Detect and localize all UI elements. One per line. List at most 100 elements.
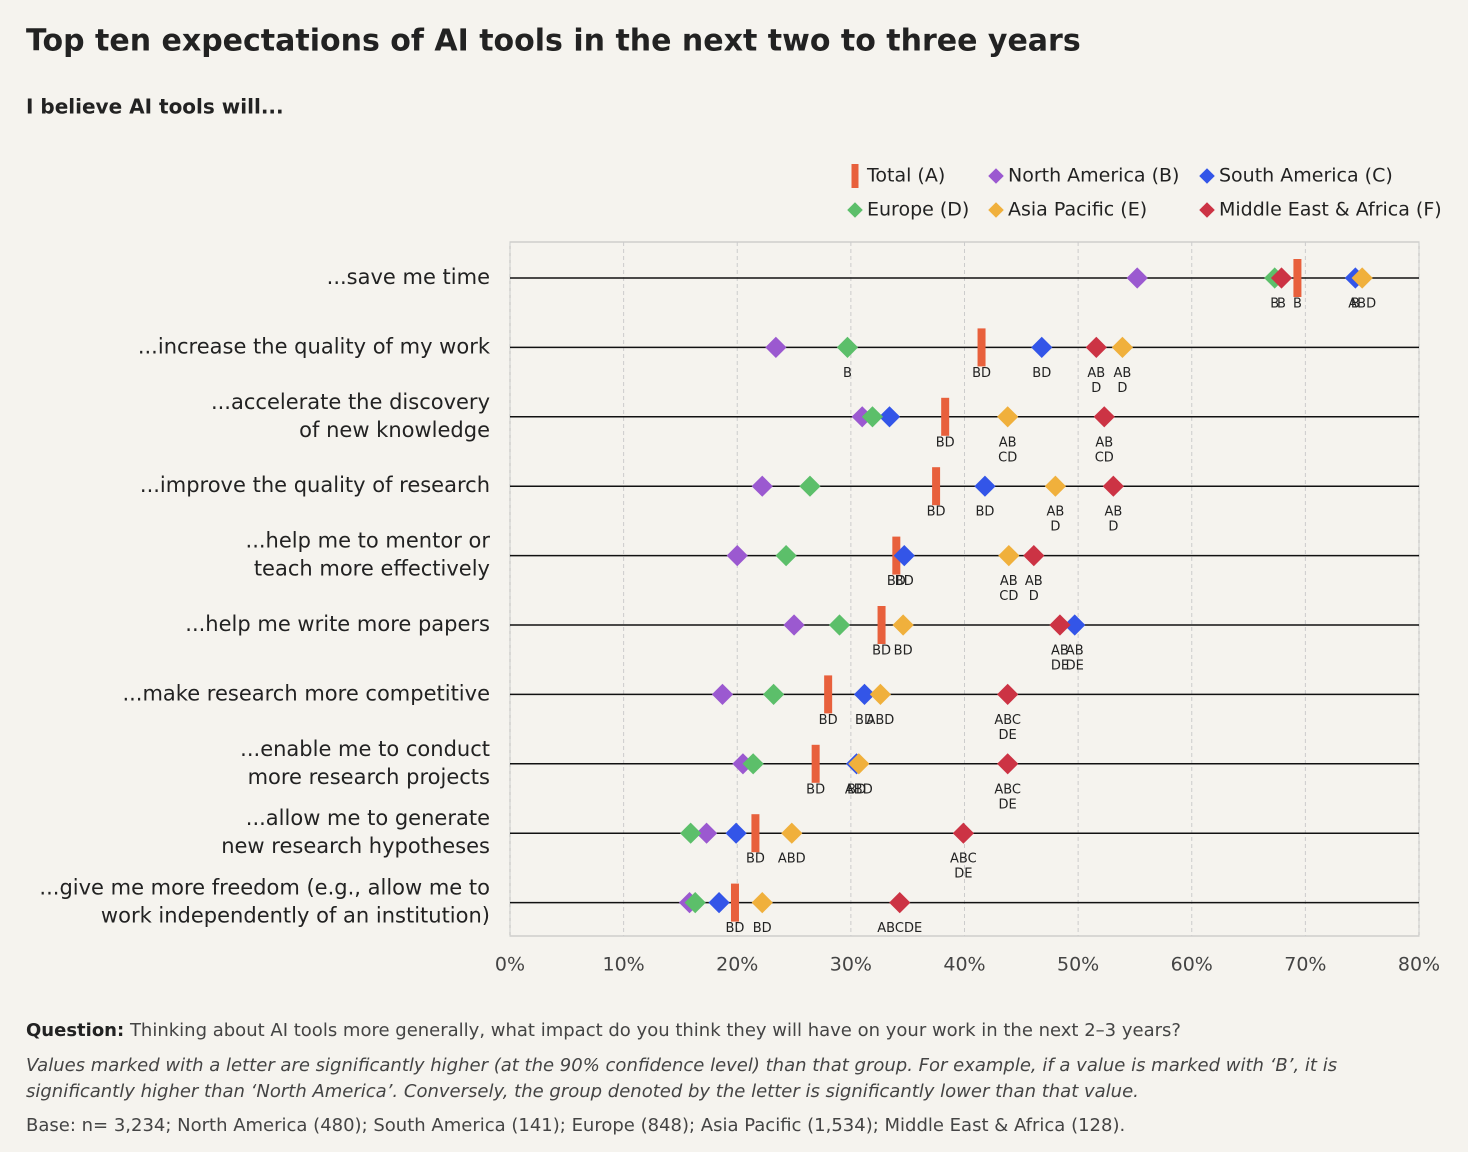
significance-label: CD xyxy=(998,450,1017,465)
group-diamond xyxy=(869,683,892,706)
legend-marker xyxy=(847,202,863,218)
category-label: ...help me write more papers xyxy=(185,612,490,636)
group-diamond xyxy=(751,891,773,914)
significance-label: AB xyxy=(1087,366,1105,381)
significance-label: AB xyxy=(1066,644,1084,659)
significance-label: BD xyxy=(972,366,991,381)
legend-marker xyxy=(1199,168,1215,184)
category-label: ...increase the quality of my work xyxy=(138,334,491,358)
group-diamond xyxy=(952,822,974,844)
significance-label: AB xyxy=(1104,505,1122,520)
significance-label: DE xyxy=(999,797,1017,812)
x-tick-label: 0% xyxy=(495,954,525,976)
group-diamond xyxy=(1023,544,1045,567)
significance-label: ABD xyxy=(867,713,895,728)
group-diamond xyxy=(783,614,805,636)
significance-label: BD xyxy=(887,574,906,589)
legend-marker xyxy=(988,168,1004,184)
significance-label: BD xyxy=(975,505,994,520)
group-diamond xyxy=(997,683,1019,706)
legend-marker xyxy=(851,164,859,188)
group-diamond xyxy=(974,475,996,497)
legend-marker xyxy=(988,202,1004,218)
footer-note: Values marked with a letter are signific… xyxy=(26,1055,1337,1076)
significance-label: DE xyxy=(954,867,972,882)
group-diamond xyxy=(708,891,730,914)
group-diamond xyxy=(781,822,803,844)
significance-label: AB xyxy=(1095,435,1113,450)
footer-base: Base: n= 3,234; North America (480); Sou… xyxy=(26,1115,1125,1136)
category-label: ...accelerate the discovery xyxy=(211,390,490,414)
x-tick-label: 40% xyxy=(943,954,985,976)
group-diamond xyxy=(680,822,702,844)
group-diamond xyxy=(861,406,884,428)
group-diamond xyxy=(775,544,797,567)
total-bar xyxy=(730,883,739,922)
legend-label: Middle East & Africa (F) xyxy=(1219,199,1442,221)
category-label: of new knowledge xyxy=(299,418,490,442)
significance-label: AB xyxy=(1046,505,1064,520)
total-bar xyxy=(824,675,833,714)
significance-label: ABD xyxy=(845,782,873,797)
significance-label: B xyxy=(1270,297,1279,312)
x-tick-label: 30% xyxy=(830,954,872,976)
significance-label: BD xyxy=(806,782,825,797)
group-diamond xyxy=(684,891,706,914)
group-diamond xyxy=(725,822,747,844)
significance-label: ABCDE xyxy=(877,921,922,936)
group-diamond xyxy=(892,614,914,636)
group-diamond xyxy=(1049,614,1071,636)
total-bar xyxy=(941,397,950,436)
legend-label: Total (A) xyxy=(866,165,945,187)
category-label: ...help me to mentor or xyxy=(246,529,491,553)
significance-label: ABC xyxy=(950,852,977,867)
group-diamond xyxy=(763,683,785,706)
significance-label: BD xyxy=(872,644,891,659)
group-diamond xyxy=(765,336,787,359)
significance-label: DE xyxy=(1066,659,1084,674)
category-label: work independently of an institution) xyxy=(101,904,490,928)
significance-label: BD xyxy=(726,921,745,936)
significance-label: BD xyxy=(895,574,914,589)
significance-label: D xyxy=(1091,381,1101,396)
significance-label: BD xyxy=(855,713,874,728)
total-bar xyxy=(751,814,760,853)
significance-label: BD xyxy=(1032,366,1051,381)
group-diamond xyxy=(998,544,1020,567)
group-diamond xyxy=(828,614,851,636)
significance-label: AB xyxy=(999,435,1017,450)
chart-title: Top ten expectations of AI tools in the … xyxy=(26,24,1081,59)
significance-label: D xyxy=(1117,381,1127,396)
significance-label: BD xyxy=(894,644,913,659)
group-diamond xyxy=(1064,614,1086,636)
group-diamond xyxy=(836,336,859,359)
group-diamond xyxy=(711,683,734,706)
legend-label: Europe (D) xyxy=(867,199,969,221)
significance-label: ABD xyxy=(778,852,806,867)
category-label: more research projects xyxy=(248,765,490,789)
significance-label: AB xyxy=(1051,644,1069,659)
significance-label: ABC xyxy=(994,782,1021,797)
group-diamond xyxy=(695,822,718,844)
legend-label: North America (B) xyxy=(1008,165,1179,187)
legend-marker xyxy=(1199,202,1215,218)
category-label: ...improve the quality of research xyxy=(140,473,490,497)
category-label: new research hypotheses xyxy=(221,834,490,858)
significance-label: CD xyxy=(999,589,1018,604)
category-label: ...make research more competitive xyxy=(122,681,490,705)
legend-label: Asia Pacific (E) xyxy=(1008,199,1147,221)
x-tick-label: 80% xyxy=(1398,954,1440,976)
significance-label: BD xyxy=(753,921,772,936)
significance-label: B xyxy=(1293,297,1302,312)
category-label: ...allow me to generate xyxy=(246,806,490,830)
significance-label: B xyxy=(1351,297,1360,312)
question-label: Question: xyxy=(26,1020,124,1041)
total-bar xyxy=(811,744,820,783)
chart-subtitle: I believe AI tools will... xyxy=(26,95,284,119)
group-diamond xyxy=(893,544,915,567)
significance-label: BD xyxy=(936,435,955,450)
significance-label: DE xyxy=(1051,659,1069,674)
group-diamond xyxy=(742,753,764,775)
x-tick-label: 20% xyxy=(716,954,758,976)
category-label: ...save me time xyxy=(327,265,490,289)
